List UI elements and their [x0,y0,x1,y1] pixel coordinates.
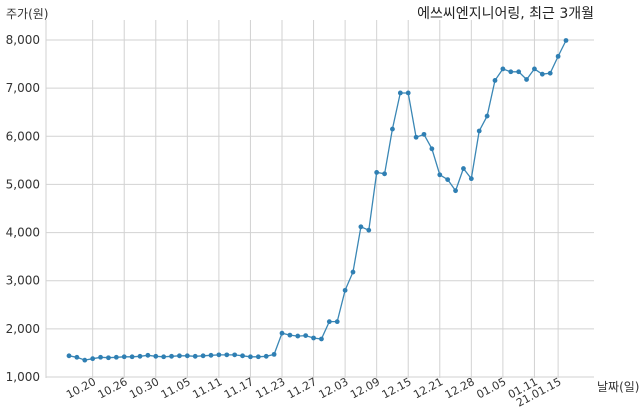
grid-lines [45,20,594,378]
price-series [66,38,569,363]
x-tick-labels: 10.2010.2610.3011.0511.1111.1711.2311.27… [64,375,563,409]
data-point [500,66,506,72]
data-point [121,354,127,360]
data-point [98,354,103,360]
data-point [248,354,253,360]
data-point [445,177,451,183]
data-point [476,128,482,134]
x-tick-label: 10.26 [96,375,130,401]
x-tick-label: 11.05 [159,375,193,401]
data-point [532,66,537,72]
data-point [390,126,395,132]
data-point [374,169,380,175]
x-tick-label: 11.23 [253,375,287,401]
data-point [453,188,458,194]
y-tick-label: 1,000 [6,370,40,384]
y-tick-label: 4,000 [6,226,40,240]
data-point [326,319,332,325]
data-point [539,71,545,77]
data-point [287,332,293,338]
data-point [492,78,498,83]
x-tick-label: 01.05 [474,375,508,401]
data-point [350,269,356,275]
x-tick-label: 11.17 [222,375,256,401]
data-point [200,353,206,359]
data-point [113,354,119,360]
data-point [271,351,277,357]
x-axis-label: 날짜(일) [597,380,639,394]
data-point [366,227,372,233]
data-point [484,113,490,119]
data-point [216,352,222,358]
y-tick-label: 2,000 [6,322,40,336]
data-point [240,353,245,359]
y-axis-label: 주가(원) [6,7,48,21]
data-point [192,353,198,359]
data-point [137,353,143,359]
data-point [263,353,269,359]
data-point [547,70,553,76]
x-tick-label: 12.03 [317,375,351,401]
data-point [295,333,301,339]
data-point [66,353,72,359]
data-point [161,354,167,360]
data-point [382,171,387,177]
data-point [90,356,96,362]
data-point [255,354,261,360]
y-tick-label: 6,000 [6,129,40,143]
data-point [413,134,419,140]
data-point [311,335,316,341]
data-point [153,353,159,359]
series-line [68,40,567,361]
data-point [358,224,364,230]
data-point [129,354,135,360]
data-point [74,354,80,360]
data-point [524,77,529,82]
data-point [516,69,522,75]
data-point [468,176,474,182]
data-point [145,352,151,358]
y-tick-label: 3,000 [6,274,40,288]
data-point [232,352,238,358]
x-tick-label: 12.28 [443,375,477,401]
data-point [224,352,230,358]
data-point [508,69,514,75]
y-tick-label: 7,000 [6,81,40,95]
x-tick-label: 12.15 [380,375,414,401]
data-point [279,330,285,336]
y-tick-labels: 1,000 2,000 3,000 4,000 5,000 6,000 7,000 8,000 [6,33,40,384]
data-point [106,355,111,361]
data-point [397,90,403,96]
x-tick-label: 12.09 [348,375,382,401]
data-point [177,353,182,359]
data-point [334,319,340,325]
data-point [563,38,569,43]
data-point [405,90,411,96]
y-tick-label: 8,000 [6,33,40,47]
data-point [169,353,174,359]
data-point [421,131,427,137]
data-point [461,166,466,171]
data-point [555,53,561,59]
chart-title: 에쓰씨엔지니어링, 최근 3개월 [417,6,594,22]
data-point [82,357,88,363]
y-tick-label: 5,000 [6,177,40,191]
x-tick-label: 11.11 [190,375,224,401]
data-point [342,287,348,293]
x-tick-label: 12.21 [411,375,445,401]
data-point [208,352,214,358]
data-point [319,336,324,342]
data-point [429,146,435,152]
data-point [184,353,190,359]
data-point [437,172,443,178]
x-tick-label: 11.27 [285,375,319,401]
data-point [303,333,309,338]
x-tick-label: 10.30 [127,375,161,401]
x-tick-label: 10.20 [64,375,98,401]
